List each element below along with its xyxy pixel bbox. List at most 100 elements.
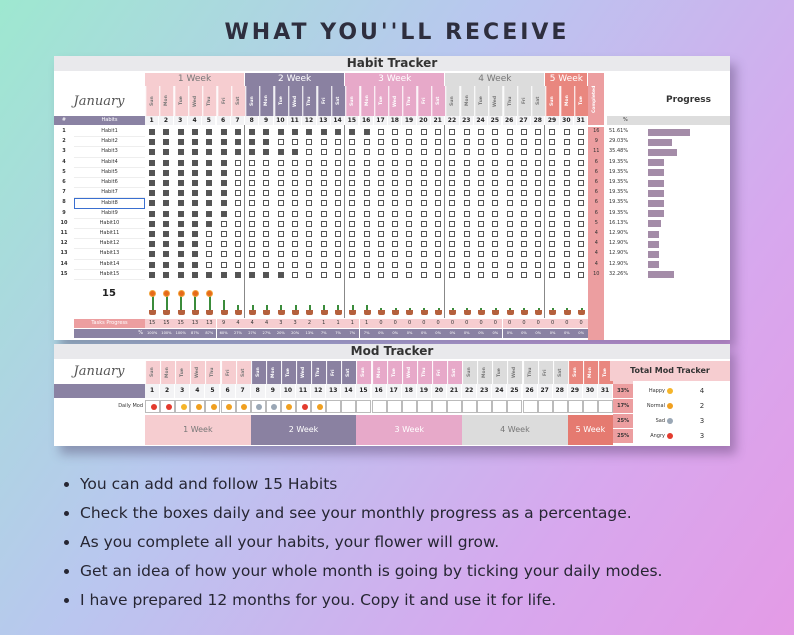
habit-checkbox[interactable] <box>363 261 370 268</box>
habit-checkbox[interactable] <box>449 149 456 156</box>
habit-checkbox[interactable] <box>363 251 370 258</box>
habit-checkbox[interactable] <box>292 159 298 166</box>
habit-checkbox[interactable] <box>435 220 441 227</box>
habit-checkbox[interactable] <box>392 251 399 258</box>
habit-checkbox[interactable] <box>492 139 499 146</box>
habit-checkbox[interactable] <box>377 180 384 186</box>
habit-checkbox[interactable] <box>535 210 542 217</box>
habit-checkbox[interactable] <box>334 190 341 197</box>
habit-checkbox[interactable] <box>549 159 556 166</box>
habit-checkbox[interactable] <box>549 200 556 207</box>
habit-checkbox[interactable] <box>492 241 499 248</box>
mood-day-cell[interactable] <box>507 400 523 413</box>
habit-checkbox[interactable] <box>563 261 570 268</box>
habit-checkbox[interactable] <box>535 220 542 227</box>
habit-checkbox[interactable] <box>449 231 456 237</box>
habit-checkbox[interactable] <box>520 251 527 258</box>
habit-checkbox[interactable] <box>220 241 227 248</box>
habit-checkbox[interactable] <box>306 180 313 186</box>
habit-checkbox[interactable] <box>578 210 584 217</box>
habit-checkbox[interactable] <box>463 251 470 258</box>
habit-checkbox[interactable] <box>420 139 427 146</box>
habit-checkbox[interactable] <box>406 261 413 268</box>
habit-checkbox[interactable] <box>477 251 484 258</box>
habit-checkbox[interactable] <box>549 241 556 248</box>
habit-checkbox[interactable] <box>191 210 198 217</box>
habit-checkbox[interactable] <box>492 149 499 156</box>
habit-checkbox[interactable] <box>292 261 298 268</box>
habit-checkbox[interactable] <box>435 139 441 146</box>
habit-checkbox[interactable] <box>249 200 256 207</box>
habit-checkbox[interactable] <box>177 129 184 135</box>
habit-checkbox[interactable] <box>506 139 513 146</box>
habit-checkbox[interactable] <box>249 149 256 156</box>
habit-checkbox[interactable] <box>234 129 241 135</box>
habit-checkbox[interactable] <box>220 149 227 156</box>
habit-checkbox[interactable] <box>149 271 155 278</box>
habit-checkbox[interactable] <box>320 261 327 268</box>
habit-checkbox[interactable] <box>149 159 155 166</box>
habit-checkbox[interactable] <box>392 139 399 146</box>
habit-checkbox[interactable] <box>392 190 399 197</box>
habit-checkbox[interactable] <box>277 159 284 166</box>
habit-checkbox[interactable] <box>263 139 270 146</box>
habit-checkbox[interactable] <box>206 200 213 207</box>
habit-checkbox[interactable] <box>277 210 284 217</box>
habit-name[interactable]: Habit8 <box>74 198 145 209</box>
habit-checkbox[interactable] <box>435 231 441 237</box>
habit-checkbox[interactable] <box>163 210 170 217</box>
habit-checkbox[interactable] <box>234 231 241 237</box>
habit-checkbox[interactable] <box>191 251 198 258</box>
habit-checkbox[interactable] <box>463 261 470 268</box>
habit-checkbox[interactable] <box>263 149 270 156</box>
habit-checkbox[interactable] <box>206 220 213 227</box>
habit-checkbox[interactable] <box>492 200 499 207</box>
habit-checkbox[interactable] <box>449 180 456 186</box>
habit-checkbox[interactable] <box>492 231 499 237</box>
habit-checkbox[interactable] <box>349 169 356 176</box>
habit-checkbox[interactable] <box>435 149 441 156</box>
habit-checkbox[interactable] <box>306 220 313 227</box>
habit-checkbox[interactable] <box>149 251 155 258</box>
habit-checkbox[interactable] <box>206 231 213 237</box>
habit-checkbox[interactable] <box>392 241 399 248</box>
habit-checkbox[interactable] <box>549 149 556 156</box>
habit-checkbox[interactable] <box>163 190 170 197</box>
habit-checkbox[interactable] <box>578 200 584 207</box>
habit-name[interactable]: Habit4 <box>74 158 145 168</box>
habit-checkbox[interactable] <box>463 129 470 135</box>
habit-checkbox[interactable] <box>149 220 155 227</box>
habit-checkbox[interactable] <box>234 149 241 156</box>
habit-checkbox[interactable] <box>506 251 513 258</box>
habit-checkbox[interactable] <box>191 231 198 237</box>
habit-checkbox[interactable] <box>535 180 542 186</box>
habit-checkbox[interactable] <box>520 261 527 268</box>
habit-checkbox[interactable] <box>520 220 527 227</box>
habit-checkbox[interactable] <box>349 251 356 258</box>
habit-checkbox[interactable] <box>549 210 556 217</box>
habit-checkbox[interactable] <box>292 190 298 197</box>
habit-checkbox[interactable] <box>535 129 542 135</box>
habit-checkbox[interactable] <box>334 210 341 217</box>
habit-checkbox[interactable] <box>177 210 184 217</box>
mood-day-cell[interactable] <box>462 400 478 413</box>
habit-checkbox[interactable] <box>334 220 341 227</box>
habit-checkbox[interactable] <box>306 200 313 207</box>
habit-checkbox[interactable] <box>492 169 499 176</box>
habit-name[interactable]: Habit10 <box>74 219 145 229</box>
habit-checkbox[interactable] <box>420 210 427 217</box>
habit-checkbox[interactable] <box>206 180 213 186</box>
habit-checkbox[interactable] <box>249 231 256 237</box>
habit-checkbox[interactable] <box>349 159 356 166</box>
habit-checkbox[interactable] <box>406 139 413 146</box>
habit-checkbox[interactable] <box>406 129 413 135</box>
habit-checkbox[interactable] <box>463 241 470 248</box>
habit-checkbox[interactable] <box>191 271 198 278</box>
habit-checkbox[interactable] <box>249 139 256 146</box>
habit-checkbox[interactable] <box>563 220 570 227</box>
habit-checkbox[interactable] <box>549 169 556 176</box>
habit-checkbox[interactable] <box>492 261 499 268</box>
habit-checkbox[interactable] <box>292 149 298 156</box>
habit-checkbox[interactable] <box>163 149 170 156</box>
habit-checkbox[interactable] <box>306 159 313 166</box>
